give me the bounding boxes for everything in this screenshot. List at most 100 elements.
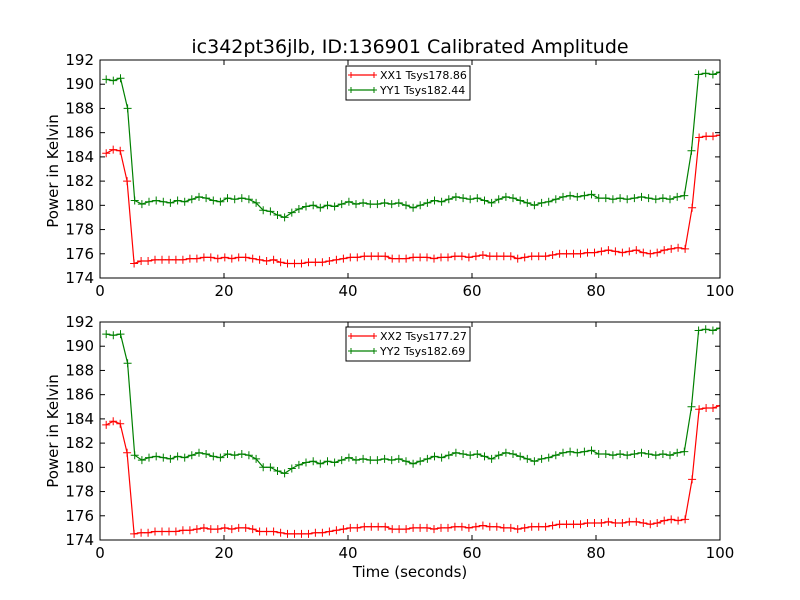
bottom-chart-series-1-point <box>513 525 522 534</box>
bottom-chart-series-2-point <box>180 453 189 462</box>
top-chart-series-1-point <box>513 254 522 263</box>
top-chart-series-2-point <box>701 69 710 78</box>
bottom-chart-series-2-point <box>330 458 339 467</box>
bottom-chart-series-2-point <box>651 451 660 460</box>
top-chart-series-1-point <box>360 252 369 261</box>
top-chart-series-2-point <box>473 194 482 203</box>
top-chart-series-1-point <box>151 255 159 264</box>
bottom-chart-series-2-point <box>437 453 446 462</box>
top-chart-series-1-point <box>667 244 676 253</box>
bottom-chart-series-1-point <box>158 527 166 536</box>
bottom-chart-series-1-point <box>137 528 146 537</box>
top-chart-series-1-point <box>346 253 355 262</box>
top-chart-series-2-point <box>409 203 418 212</box>
top-chart-series-1-point <box>311 258 320 267</box>
top-chart-xtick-label: 0 <box>95 282 105 300</box>
bottom-chart-series-2-point <box>137 456 146 465</box>
bottom-chart-series-2-point <box>630 450 639 458</box>
top-chart-xtick-label: 100 <box>706 282 735 300</box>
top-chart-series-1-point <box>639 248 648 257</box>
bottom-chart-series-1-point <box>325 527 334 536</box>
bottom-chart-ytick-label: 176 <box>65 507 94 525</box>
top-chart-series-1-point <box>109 145 118 154</box>
bottom-chart-series-1-point <box>520 523 529 532</box>
top-chart-series-2-point <box>402 201 410 210</box>
bottom-chart-series-1-point <box>130 529 139 538</box>
top-chart-series-1-point <box>102 149 111 158</box>
top-chart-series-2-point <box>530 201 539 210</box>
top-chart-series-2-point <box>252 198 261 207</box>
top-chart-series-1-point <box>632 246 641 255</box>
top-chart-series-1-point <box>548 251 557 259</box>
top-chart-axes-frame <box>99 59 721 279</box>
top-chart-xtick-label: 20 <box>214 282 233 300</box>
bottom-chart-series-1-point <box>583 519 592 527</box>
top-chart-series-2-point <box>523 198 532 207</box>
bottom-chart-series-1-point <box>716 401 720 410</box>
top-chart-series-2-point <box>366 200 375 209</box>
top-chart-ytick-label: 192 <box>65 51 94 69</box>
top-chart-series-1-point <box>646 249 655 258</box>
top-chart-series-1-point <box>604 246 613 255</box>
bottom-chart-series-1-point <box>248 525 257 534</box>
top-chart-legend-marker <box>348 72 377 78</box>
bottom-chart-series-2-point <box>195 448 203 457</box>
bottom-chart-series-2-point <box>680 447 689 456</box>
bottom-chart-series-2-point <box>694 326 703 335</box>
bottom-chart-series-2-point <box>202 450 211 458</box>
top-chart-ytick-label: 178 <box>65 221 94 239</box>
bottom-chart-series-1-point <box>151 527 159 536</box>
bottom-chart-series-2-point <box>380 454 389 463</box>
bottom-chart-series-1-point <box>311 528 320 537</box>
bottom-chart-series-1-point <box>416 523 425 532</box>
top-chart-series-1-point <box>123 177 132 186</box>
top-chart-series-1-point <box>220 253 229 262</box>
top-chart-series-1-point <box>374 252 383 261</box>
bottom-chart-series-2-point <box>551 451 560 460</box>
bottom-chart-series-1-point <box>597 519 606 527</box>
bottom-chart-ytick-label: 174 <box>65 531 94 549</box>
top-chart-series-1-point <box>590 248 599 257</box>
top-chart-ytick-label: 182 <box>65 172 94 190</box>
top-chart-series-2-point <box>202 194 211 203</box>
top-chart-series-2-point <box>180 197 189 206</box>
top-chart-series-2-point <box>330 202 339 211</box>
top-chart-series-2-point <box>323 201 332 210</box>
bottom-chart-series-1-point <box>199 523 208 532</box>
top-chart-series-1-point <box>569 249 578 258</box>
top-chart-series-1-point <box>716 131 720 140</box>
bottom-chart-series-2-point <box>516 452 525 461</box>
top-chart-series-2-point <box>708 70 717 79</box>
bottom-chart-series-2-point <box>608 451 617 460</box>
bottom-chart-series-2-point <box>530 457 539 466</box>
top-chart-series-2-point <box>237 194 246 203</box>
top-chart-series-2-point <box>716 68 720 77</box>
top-chart-ytick-label: 176 <box>65 245 94 263</box>
top-chart-series-2-point <box>580 191 589 200</box>
bottom-chart-series-2-point <box>266 463 275 472</box>
top-chart-series-2-point <box>123 104 132 113</box>
bottom-chart-series-1-point <box>388 525 397 534</box>
bottom-chart-ylabel: Power in Kelvin <box>44 374 62 488</box>
top-chart-series-1-point <box>269 255 278 264</box>
bottom-chart-series-2-point <box>280 469 289 478</box>
top-chart-xtick-label: 40 <box>338 282 357 300</box>
bottom-chart-series-2-point <box>687 402 696 411</box>
top-chart-series-2-point <box>494 195 503 204</box>
top-chart-series-2-point <box>116 74 125 83</box>
top-chart-series-1-point <box>444 253 452 262</box>
bottom-chart-xtick-label: 100 <box>706 544 735 562</box>
top-chart-series-1-point <box>485 252 494 261</box>
top-chart-series-2-point <box>694 70 703 79</box>
bottom-chart-legend-box <box>345 326 471 362</box>
top-chart-ytick-label: 186 <box>65 124 94 142</box>
bottom-chart-series-2-point <box>480 452 489 461</box>
top-chart-series-1-point <box>297 259 306 268</box>
top-chart-legend-label: YY1 Tsys182.44 <box>379 84 465 97</box>
bottom-chart-series-2-point <box>273 467 282 475</box>
bottom-chart-series-2-point <box>359 454 368 463</box>
top-chart-series-1 <box>102 131 720 268</box>
top-chart-series-1-point <box>325 257 334 265</box>
top-chart-series-1-point <box>478 251 487 259</box>
bottom-chart-series-2-point <box>594 450 603 458</box>
